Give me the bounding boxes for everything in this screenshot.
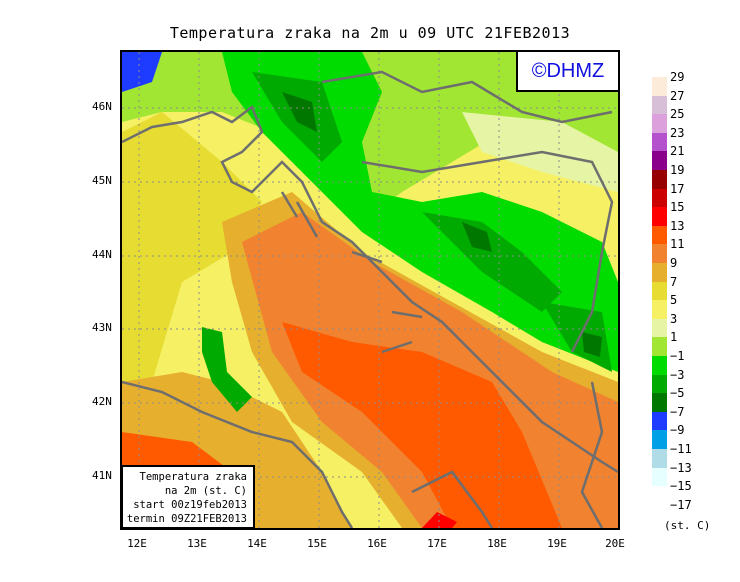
legend-swatch bbox=[652, 281, 667, 301]
legend-level-label: 21 bbox=[670, 144, 685, 159]
legend-swatch bbox=[652, 95, 667, 115]
legend-level-label: 19 bbox=[670, 163, 685, 177]
lon-label: 17E bbox=[427, 537, 447, 550]
legend-level-label: −17 bbox=[670, 497, 692, 512]
temperature-field bbox=[122, 52, 618, 528]
legend-swatch bbox=[652, 263, 667, 282]
legend-level-label: 27 bbox=[670, 88, 685, 103]
lat-label: 44N bbox=[92, 248, 112, 261]
lon-label: 12E bbox=[127, 537, 147, 550]
info-box: Temperatura zraka na 2m (st. C) start 00… bbox=[121, 465, 255, 529]
legend-swatch bbox=[652, 188, 667, 208]
legend-swatch bbox=[652, 374, 667, 394]
legend-level-label: 29 bbox=[670, 70, 685, 84]
legend-swatch bbox=[652, 318, 667, 338]
legend-level-label: −5 bbox=[670, 386, 685, 401]
legend-level-label: 3 bbox=[670, 311, 678, 326]
lat-label: 42N bbox=[92, 395, 112, 408]
lon-label: 20E bbox=[605, 537, 625, 550]
lat-label: 41N bbox=[92, 469, 112, 482]
lat-label: 46N bbox=[92, 100, 112, 113]
lon-label: 14E bbox=[247, 537, 267, 550]
legend-level-label: 15 bbox=[670, 200, 685, 215]
legend-level-label: 17 bbox=[670, 181, 685, 196]
map-title: Temperatura zraka na 2m u 09 UTC 21FEB20… bbox=[169, 24, 571, 42]
legend-swatch bbox=[652, 411, 667, 431]
field-minus3-islands bbox=[202, 327, 252, 412]
legend-swatch bbox=[652, 151, 667, 170]
lon-label: 18E bbox=[487, 537, 507, 550]
field-minus9-minus7 bbox=[122, 52, 162, 92]
legend-swatch bbox=[652, 207, 667, 226]
lon-label: 16E bbox=[367, 537, 387, 550]
legend-level-label: 11 bbox=[670, 237, 685, 252]
legend-swatch bbox=[652, 225, 667, 245]
legend-swatch bbox=[652, 430, 667, 449]
legend-swatch bbox=[652, 300, 667, 319]
legend-swatch bbox=[652, 244, 667, 263]
legend-level-label: −7 bbox=[670, 404, 685, 419]
legend-swatch bbox=[652, 132, 667, 152]
lon-label: 15E bbox=[307, 537, 327, 550]
info-line-units: na 2m (st. C) bbox=[164, 485, 247, 497]
field-minus5-minus3 bbox=[252, 72, 612, 372]
lon-label: 13E bbox=[187, 537, 207, 550]
legend-level-label: −1 bbox=[670, 349, 685, 363]
legend-level-label: 1 bbox=[670, 330, 678, 345]
coastlines-borders bbox=[122, 70, 618, 528]
info-line-termin: termin 09Z21FEB2013 bbox=[126, 513, 247, 525]
legend-level-label: −9 bbox=[670, 423, 685, 438]
legend-level-label: 13 bbox=[670, 218, 685, 233]
lon-label: 19E bbox=[547, 537, 567, 550]
legend-level-label: −11 bbox=[670, 442, 692, 456]
temperature-map bbox=[120, 50, 620, 530]
field-11-13 bbox=[282, 322, 562, 528]
legend-swatch bbox=[652, 467, 667, 487]
legend-level-label: 9 bbox=[670, 256, 678, 270]
legend-units: (st. C) bbox=[664, 519, 711, 532]
legend-level-label: 23 bbox=[670, 125, 685, 140]
legend-swatch bbox=[652, 337, 667, 356]
legend-level-label: 7 bbox=[670, 274, 678, 289]
legend-level-label: −3 bbox=[670, 367, 685, 382]
legend-level-label: −13 bbox=[670, 460, 692, 475]
dhmz-logo: ©DHMZ bbox=[516, 52, 618, 92]
legend-level-label: 25 bbox=[670, 107, 685, 122]
legend-swatch bbox=[652, 393, 667, 412]
info-line-start: start 00z19feb2013 bbox=[133, 499, 247, 511]
legend-swatch bbox=[652, 449, 667, 468]
legend-swatch bbox=[652, 356, 667, 375]
field-minus7-minus5 bbox=[282, 92, 602, 357]
legend-level-label: 5 bbox=[670, 293, 678, 308]
legend-swatch bbox=[652, 114, 667, 133]
lat-label: 43N bbox=[92, 321, 112, 334]
field-5-7 bbox=[122, 112, 262, 392]
lat-label: 45N bbox=[92, 174, 112, 187]
graticule bbox=[122, 52, 618, 528]
legend-swatch bbox=[652, 77, 667, 96]
legend-level-label: −15 bbox=[670, 479, 692, 494]
info-line-variable: Temperatura zraka bbox=[139, 471, 247, 483]
legend-swatch bbox=[652, 170, 667, 189]
